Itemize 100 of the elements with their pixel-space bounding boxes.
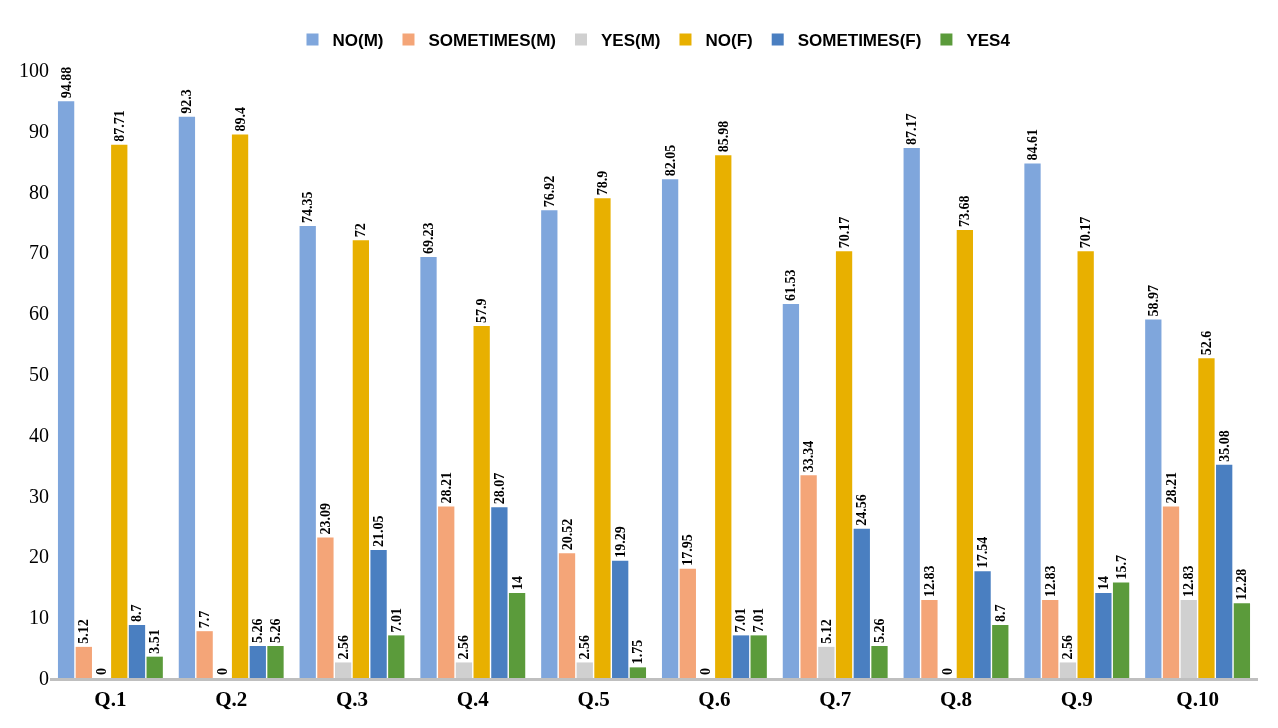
- x-tick-label: Q.3: [335, 687, 369, 712]
- data-label: 84.61: [1025, 129, 1041, 161]
- bar: [818, 646, 835, 678]
- bar: [750, 635, 767, 678]
- data-label: 28.21: [1163, 471, 1179, 504]
- bar: [679, 568, 696, 678]
- bar: [594, 198, 611, 678]
- data-label: 20.52: [559, 518, 575, 551]
- y-tick-label: 60: [29, 302, 49, 325]
- bar: [921, 599, 938, 678]
- data-label: 87.71: [111, 110, 127, 142]
- x-tick-label: Q.9: [1060, 687, 1093, 712]
- data-label: 15.7: [1113, 555, 1129, 580]
- data-label: 85.98: [715, 120, 731, 153]
- x-tick-label: Q.7: [819, 687, 852, 712]
- data-label: 12.83: [1042, 565, 1058, 597]
- bar: [1112, 582, 1130, 678]
- bar: [111, 144, 128, 678]
- data-label: 74.35: [300, 191, 316, 223]
- legend-label: SOMETIMES(F): [797, 31, 922, 51]
- bar: [370, 550, 387, 678]
- bar: [231, 134, 249, 678]
- y-tick-label: 40: [29, 423, 49, 446]
- bar: [1198, 358, 1215, 678]
- legend-label: YES(M): [600, 31, 661, 51]
- bar: [388, 635, 405, 678]
- x-tick-label: Q.4: [456, 687, 490, 712]
- bar: [267, 646, 284, 678]
- x-tick-label: Q.2: [215, 687, 248, 712]
- bar: [438, 506, 455, 678]
- data-label: 92.3: [179, 89, 195, 114]
- data-label: 57.9: [474, 298, 490, 323]
- data-label: 72: [353, 223, 369, 238]
- data-label: 70.17: [1078, 216, 1094, 249]
- data-label: 3.51: [147, 629, 163, 654]
- data-label: 0: [214, 668, 230, 675]
- y-tick-label: 20: [29, 545, 49, 568]
- bar: [782, 303, 800, 678]
- data-label: 5.26: [267, 618, 283, 644]
- bar: [715, 155, 732, 678]
- data-label: 7.01: [751, 607, 767, 633]
- x-tick-label: Q.5: [577, 687, 610, 712]
- data-label: 58.97: [1145, 284, 1161, 317]
- bar: [558, 553, 576, 678]
- data-label: 7.01: [733, 607, 749, 633]
- bar: [196, 631, 213, 678]
- bar: [992, 625, 1009, 678]
- data-label: 87.17: [904, 113, 920, 146]
- bar: [249, 646, 266, 678]
- data-label: 5.26: [871, 618, 887, 644]
- bar: [1145, 319, 1162, 678]
- y-tick-label: 100: [19, 59, 49, 81]
- bar: [146, 656, 163, 678]
- bar: [1024, 163, 1041, 678]
- data-label: 14: [509, 575, 525, 590]
- bar: [576, 662, 593, 678]
- y-tick-label: 90: [29, 119, 49, 142]
- bar: [334, 662, 352, 678]
- bar: [871, 646, 888, 678]
- data-label: 0: [939, 668, 955, 675]
- bar: [1095, 592, 1112, 678]
- legend-label: SOMETIMES(M): [428, 31, 556, 51]
- x-tick-label: Q.6: [698, 687, 731, 712]
- legend-label: NO(F): [705, 31, 753, 51]
- y-tick-label: 30: [29, 484, 49, 507]
- bar: [473, 325, 490, 678]
- data-label: 78.9: [594, 170, 610, 196]
- data-label: 35.08: [1216, 430, 1232, 462]
- data-label: 61.53: [783, 269, 799, 301]
- bar: [1233, 603, 1251, 678]
- bar: [299, 225, 316, 678]
- bar: [853, 528, 870, 678]
- data-label: 69.23: [421, 222, 437, 255]
- data-label: 76.92: [541, 175, 557, 208]
- bar: [800, 475, 817, 678]
- data-label: 28.07: [491, 472, 507, 505]
- bar: [75, 646, 92, 678]
- data-label: 82.05: [662, 144, 678, 177]
- data-label: 1.75: [630, 639, 646, 665]
- data-label: 2.56: [456, 634, 472, 660]
- data-label: 73.68: [957, 195, 973, 228]
- bar: [491, 507, 508, 678]
- data-label: 24.56: [854, 494, 870, 526]
- bar: [629, 667, 647, 678]
- data-label: 12.83: [1181, 565, 1197, 597]
- data-label: 52.6: [1198, 330, 1214, 356]
- bar: [317, 537, 334, 678]
- bar: [1077, 251, 1094, 678]
- data-label: 23.09: [317, 503, 333, 535]
- bar: [178, 116, 196, 678]
- data-label: 0: [698, 668, 714, 675]
- bar: [541, 210, 558, 678]
- bar: [974, 571, 991, 678]
- data-label: 2.56: [335, 634, 351, 660]
- bar: [903, 148, 920, 678]
- bar: [732, 635, 750, 678]
- bar: [1162, 506, 1180, 678]
- data-label: 7.7: [197, 610, 213, 629]
- bar: [956, 230, 974, 678]
- data-label: 12.28: [1234, 568, 1250, 601]
